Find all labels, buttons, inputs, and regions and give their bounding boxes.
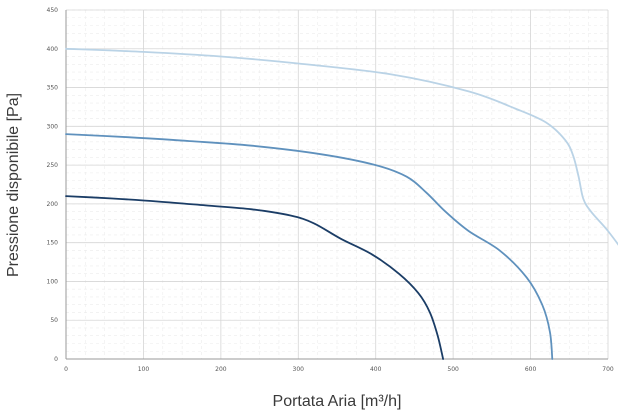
y-axis-title: Pressione disponibile [Pa]	[5, 93, 22, 277]
x-axis-title: Portata Aria [m³/h]	[273, 393, 402, 410]
series-line-2	[65, 133, 554, 360]
x-tick-label: 100	[138, 366, 150, 373]
x-tick-label: 200	[215, 366, 227, 373]
y-tick-label: 0	[54, 356, 58, 363]
x-tick-label: 700	[602, 366, 614, 373]
x-axis-ticks: 0 100 200 300 400 500 600 700	[64, 366, 614, 373]
y-tick-label: 350	[47, 85, 59, 92]
x-tick-label: 600	[525, 366, 537, 373]
y-tick-label: 50	[50, 317, 58, 324]
x-tick-label: 400	[370, 366, 382, 373]
series-line-3	[65, 47, 618, 246]
y-tick-label: 100	[47, 278, 59, 285]
series-line-1	[65, 195, 444, 360]
y-tick-label: 400	[47, 46, 59, 53]
y-tick-label: 200	[47, 201, 59, 208]
y-tick-label: 250	[47, 162, 59, 169]
x-tick-label: 300	[293, 366, 305, 373]
y-axis-ticks: 0 50 100 150 200 250 300 350 400 450	[47, 7, 59, 363]
series-group	[65, 47, 618, 360]
y-tick-label: 300	[47, 123, 59, 130]
x-tick-label: 0	[64, 366, 68, 373]
major-grid	[65, 9, 609, 360]
y-tick-label: 150	[47, 240, 59, 247]
x-tick-label: 500	[447, 366, 459, 373]
y-tick-label: 450	[47, 7, 59, 14]
